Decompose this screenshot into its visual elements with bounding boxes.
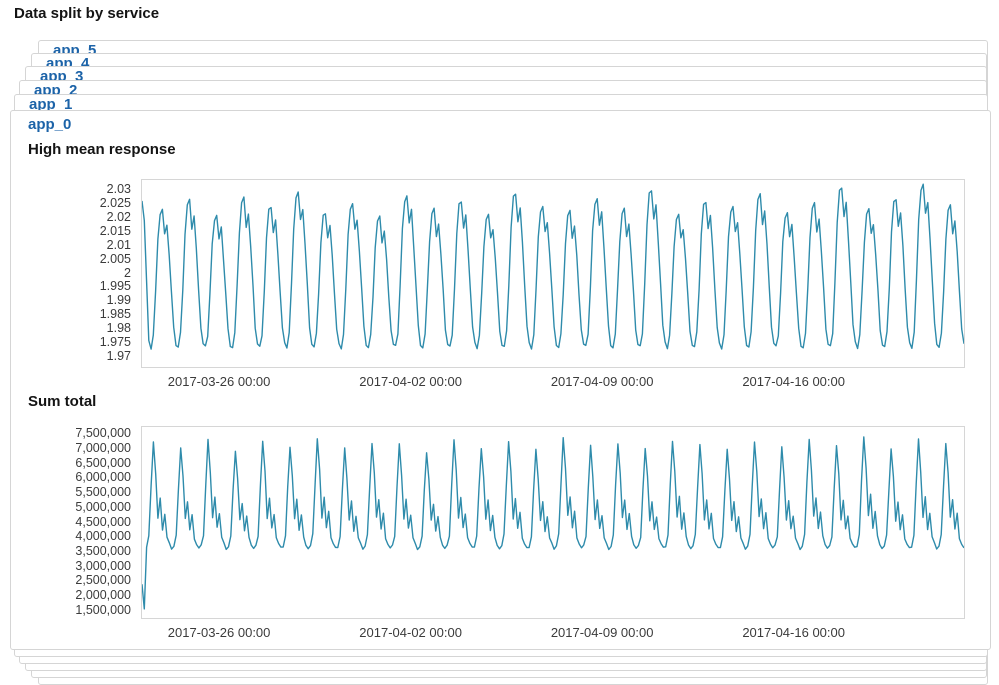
y-tick-label: 1.98 (106, 321, 131, 336)
y-tick-label: 4,000,000 (75, 529, 131, 544)
x-tick-label: 2017-03-26 00:00 (167, 374, 271, 389)
y-tick-label: 1.995 (99, 279, 131, 294)
x-tick-label: 2017-04-16 00:00 (742, 625, 845, 640)
y-tick-label: 2.02 (106, 209, 131, 224)
y-tick-label: 3,000,000 (75, 558, 131, 573)
x-tick-label: 2017-04-09 00:00 (550, 625, 654, 640)
y-tick-label: 2,500,000 (75, 573, 131, 588)
y-tick-label: 1.99 (106, 293, 131, 308)
x-tick-label: 2017-04-16 00:00 (742, 374, 845, 389)
y-tick-label: 2 (124, 265, 131, 280)
y-tick-label: 7,500,000 (75, 426, 131, 441)
card-label-app-0[interactable]: app_0 (28, 116, 72, 133)
line-series (142, 183, 964, 350)
line-series (142, 436, 964, 610)
y-tick-label: 2.005 (99, 251, 131, 266)
y-tick-label: 1.97 (106, 349, 131, 364)
chart-sum-total: 7,500,000 7,000,000 6,500,000 6,000,000 5,50… (11, 426, 992, 642)
y-tick-label: 3,500,000 (75, 543, 131, 558)
y-tick-label: 2.025 (99, 195, 131, 210)
x-tick-label: 2017-04-02 00:00 (359, 625, 462, 640)
y-tick-label: 6,500,000 (75, 455, 131, 470)
y-tick-label: 6,000,000 (75, 470, 131, 485)
x-tick-label: 2017-03-26 00:00 (167, 625, 271, 640)
y-tick-label: 7,000,000 (75, 441, 131, 456)
plot-area (141, 426, 965, 619)
y-tick-label: 1.975 (99, 335, 131, 350)
line-chart-svg (142, 436, 964, 610)
y-tick-label: 4,500,000 (75, 514, 131, 529)
page-title: Data split by service (14, 5, 160, 22)
y-tick-label: 1,500,000 (75, 602, 131, 617)
chart-title-sum-total: Sum total (28, 393, 97, 410)
y-tick-label: 2.015 (99, 223, 131, 238)
line-chart-svg (142, 183, 964, 350)
plot-area (141, 179, 965, 368)
card-app-0: app_0 High mean response 2.03 2.025 2.02 2.… (10, 110, 991, 650)
chart-title-high-mean-response: High mean response (28, 141, 176, 158)
y-tick-label: 2.01 (106, 237, 131, 252)
y-tick-label: 5,000,000 (75, 499, 131, 514)
y-tick-label: 2,000,000 (75, 587, 131, 602)
x-tick-label: 2017-04-02 00:00 (359, 374, 462, 389)
y-tick-label: 1.985 (99, 307, 131, 322)
x-tick-label: 2017-04-09 00:00 (550, 374, 654, 389)
y-tick-label: 2.03 (106, 181, 131, 196)
chart-high-mean-response: 2.03 2.025 2.02 2.015 2.01 2.005 2 1.995 1.99 1.9… (11, 179, 992, 391)
y-tick-label: 5,500,000 (75, 485, 131, 500)
card-label-app-1[interactable]: app_1 (29, 96, 73, 113)
